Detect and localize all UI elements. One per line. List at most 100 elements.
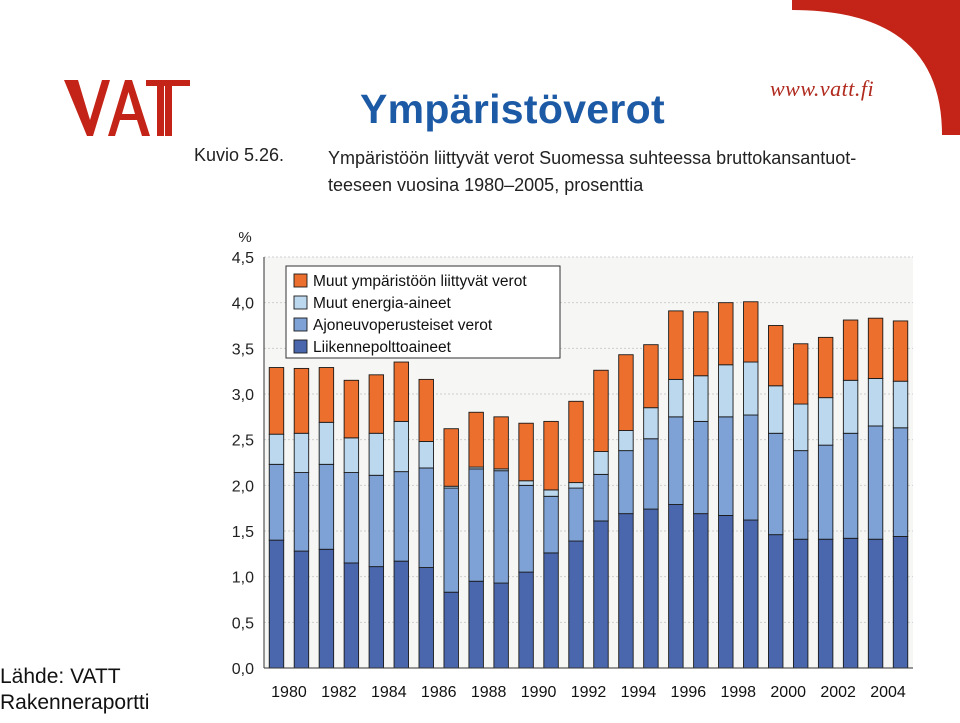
y-axis-label: % xyxy=(238,229,251,246)
bar-segment xyxy=(693,375,709,422)
bar-segment xyxy=(268,463,285,541)
bar-segment xyxy=(867,317,884,379)
x-tick-label: 1988 xyxy=(471,684,507,701)
legend-entry: Muut ympäristöön liittyvät verot xyxy=(313,273,527,290)
bar-segment xyxy=(867,378,884,427)
bar-segment xyxy=(892,380,909,429)
bar-segment xyxy=(468,580,484,669)
bar-segment xyxy=(842,319,859,381)
page-title: Ympäristöverot xyxy=(360,86,665,132)
x-tick-label: 1994 xyxy=(621,684,657,701)
vatt-logo xyxy=(64,80,190,136)
bar-segment xyxy=(892,536,909,669)
bar-segment xyxy=(668,504,684,669)
legend-entry: Muut energia-aineet xyxy=(313,295,452,312)
bar-segment xyxy=(668,310,684,380)
bar-segment xyxy=(368,566,385,669)
bar-segment xyxy=(343,562,360,669)
bar-segment xyxy=(368,374,385,434)
bar-segment xyxy=(293,367,310,434)
bar-segment xyxy=(568,487,584,542)
bar-segment xyxy=(293,550,310,669)
bar-segment xyxy=(268,539,285,669)
bar-segment xyxy=(468,468,484,582)
x-tick-label: 2000 xyxy=(770,684,806,701)
y-tick-label: 1,5 xyxy=(232,524,254,541)
bar-segment xyxy=(393,420,409,473)
bar-segment xyxy=(368,432,385,476)
source-line-2: Rakenneraportti xyxy=(0,691,150,714)
x-tick-label: 1998 xyxy=(720,684,756,701)
bar-segment xyxy=(393,471,409,562)
bar-segment xyxy=(817,444,834,540)
bar-segment xyxy=(593,520,609,669)
bar-segment xyxy=(618,450,634,515)
legend-box xyxy=(285,265,561,359)
y-tick-label: 0,0 xyxy=(232,661,254,678)
bar-segment xyxy=(618,354,634,431)
legend-swatch xyxy=(293,273,308,288)
bar-segment xyxy=(892,427,909,537)
bar-segment xyxy=(543,489,559,497)
bar-segment xyxy=(792,450,809,540)
bar-segment xyxy=(418,467,434,568)
bar-segment xyxy=(393,560,409,669)
bar-segment xyxy=(268,433,285,465)
y-tick-label: 2,0 xyxy=(232,478,254,495)
x-tick-label: 1984 xyxy=(371,684,407,701)
bar-segment xyxy=(842,537,859,669)
bar-segment xyxy=(443,428,459,487)
bar-segment xyxy=(643,344,659,409)
bar-segment xyxy=(368,474,385,568)
caption-line-1: Ympäristöön liittyvät verot Suomessa suh… xyxy=(328,148,857,168)
bar-segment xyxy=(268,367,285,435)
bar-segment xyxy=(643,407,659,440)
bar-segment xyxy=(418,441,434,469)
caption-line-2: teeseen vuosina 1980–2005, prosenttia xyxy=(328,175,644,195)
x-tick-label: 1980 xyxy=(271,684,307,701)
bar-segment xyxy=(543,495,559,554)
site-url[interactable]: www.vatt.fi xyxy=(770,76,875,101)
bar-segment xyxy=(693,513,709,669)
bar-segment xyxy=(817,397,834,446)
bar-segment xyxy=(892,320,909,382)
bar-segment xyxy=(743,301,759,363)
y-tick-label: 3,0 xyxy=(232,387,254,404)
bar-segment xyxy=(693,311,709,377)
bar-segment xyxy=(792,538,809,669)
y-tick-label: 4,0 xyxy=(232,296,254,313)
bar-segment xyxy=(318,367,335,423)
bar-segment xyxy=(817,336,834,399)
bar-segment xyxy=(768,432,784,536)
bar-segment xyxy=(343,379,360,439)
bar-segment xyxy=(493,416,509,470)
bar-segment xyxy=(842,432,859,539)
bar-segment xyxy=(743,361,759,416)
bar-segment xyxy=(518,571,534,669)
y-tick-label: 0,5 xyxy=(232,615,254,632)
bar-segment xyxy=(568,482,584,489)
bar-segment xyxy=(718,515,734,669)
x-tick-label: 2004 xyxy=(870,684,906,701)
bar-segment xyxy=(668,378,684,418)
bar-segment xyxy=(842,379,859,434)
bar-segment xyxy=(643,508,659,669)
bar-segment xyxy=(743,519,759,669)
x-tick-label: 2002 xyxy=(820,684,856,701)
y-tick-label: 2,5 xyxy=(232,433,254,450)
bar-segment xyxy=(493,582,509,669)
y-tick-label: 3,5 xyxy=(232,341,254,358)
source-note: Lähde: VATT Rakenneraportti xyxy=(0,664,149,716)
bar-segment xyxy=(768,325,784,387)
bar-segment xyxy=(618,430,634,452)
bar-segment xyxy=(343,472,360,564)
bar-segment xyxy=(867,538,884,669)
bar-segment xyxy=(593,451,609,475)
x-tick-label: 1982 xyxy=(321,684,357,701)
bar-segment xyxy=(768,385,784,434)
bar-segment xyxy=(568,540,584,669)
bar-segment xyxy=(743,414,759,521)
bar-segment xyxy=(668,416,684,505)
bar-segment xyxy=(768,534,784,669)
